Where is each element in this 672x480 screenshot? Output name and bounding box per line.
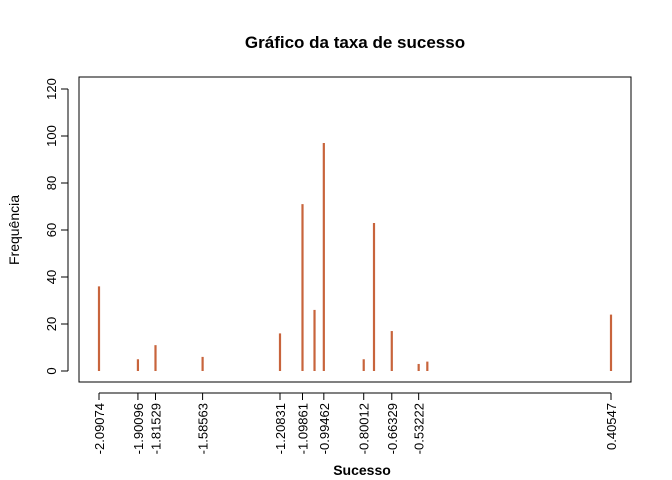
x-tick-label: -2.09074 <box>92 403 107 454</box>
y-tick-label: 20 <box>44 317 59 331</box>
bars <box>97 143 613 371</box>
y-tick-label: 120 <box>44 78 59 100</box>
y-axis-label: Frequência <box>6 195 22 265</box>
y-tick-label: 60 <box>44 223 59 237</box>
y-tick-label: 0 <box>44 367 59 374</box>
y-axis: 0 20 40 60 80 100 120 <box>44 78 69 375</box>
x-tick-label: 0.40547 <box>604 403 619 450</box>
x-tick-label: -1.58563 <box>196 403 211 454</box>
y-tick-label: 100 <box>44 125 59 147</box>
x-axis: -2.09074 -1.90096 -1.81529 -1.58563 -1.20831… <box>92 392 619 454</box>
x-axis-label: Sucesso <box>333 462 391 478</box>
x-tick-label: -1.81529 <box>148 403 163 454</box>
x-tick-label: -1.90096 <box>131 403 146 454</box>
x-tick-label: -0.66329 <box>385 403 400 454</box>
x-tick-label: -0.80012 <box>357 403 372 454</box>
chart-title: Gráfico da taxa de sucesso <box>245 33 465 52</box>
x-tick-label: -1.20831 <box>273 403 288 454</box>
x-tick-label: -0.99462 <box>317 403 332 454</box>
y-tick-label: 40 <box>44 270 59 284</box>
y-tick-label: 80 <box>44 176 59 190</box>
plot-frame <box>78 76 632 383</box>
x-tick-label: -1.09861 <box>295 403 310 454</box>
x-tick-label: -0.53222 <box>412 403 427 454</box>
